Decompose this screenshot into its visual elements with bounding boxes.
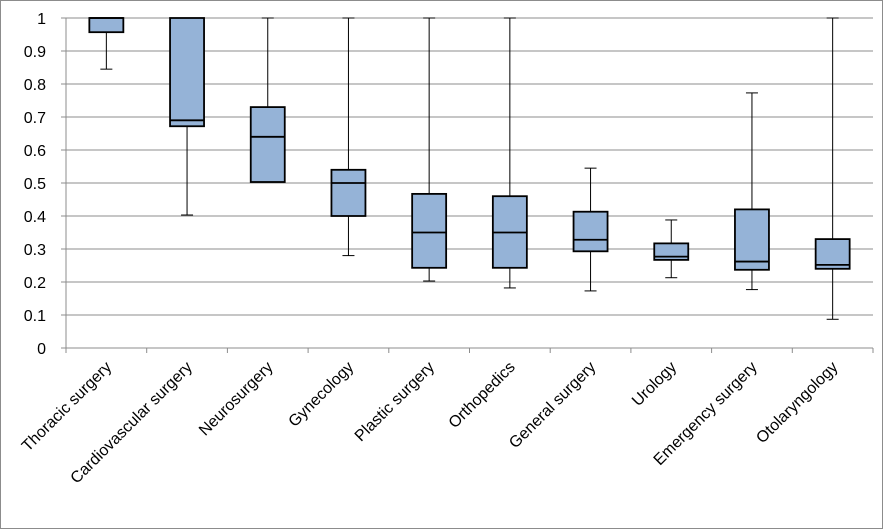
- y-axis-tick-labels: 0 0.1 0.2 0.3 0.4 0.5 0.6 0.7 0.8 0.9 1: [24, 11, 46, 358]
- x-category-label: General surgery: [506, 359, 599, 452]
- x-category-label: Otolaryngology: [753, 359, 841, 447]
- x-category-label: Neurosurgery: [196, 359, 277, 440]
- x-category-label: Gynecology: [286, 359, 358, 431]
- box-6: [491, 17, 528, 289]
- x-category-label: Urology: [629, 359, 680, 410]
- box-iqr: [169, 17, 205, 128]
- box-9: [734, 92, 770, 291]
- x-axis: [65, 18, 874, 353]
- box-10: [814, 17, 851, 320]
- x-category-label: Orthopedics: [446, 359, 519, 432]
- y-tick-label: 0.8: [24, 77, 46, 94]
- y-tick-label: 0.3: [24, 242, 46, 259]
- box-5: [411, 17, 448, 282]
- box-iqr: [330, 168, 367, 217]
- y-tick-label: 0.4: [24, 209, 46, 226]
- box-iqr: [249, 106, 286, 183]
- box-iqr: [814, 238, 851, 270]
- y-tick-label: 0.5: [24, 176, 46, 193]
- y-tick-label: 0.7: [24, 110, 46, 127]
- y-tick-label: 0.1: [24, 308, 46, 325]
- y-tick-label: 1: [37, 11, 46, 28]
- y-tick-label: 0.2: [24, 275, 46, 292]
- box-4: [330, 17, 367, 257]
- box-iqr: [734, 208, 770, 271]
- box-8: [653, 219, 690, 279]
- y-tick-label: 0.9: [24, 44, 46, 61]
- box-3: [249, 17, 286, 183]
- box-iqr: [572, 210, 609, 253]
- boxes: [88, 17, 851, 320]
- box-1: [88, 17, 125, 70]
- box-iqr: [88, 17, 125, 34]
- y-tick-label: 0.6: [24, 143, 46, 160]
- box-2: [169, 17, 205, 216]
- x-category-label: Plastic surgery: [352, 359, 438, 445]
- box-7: [572, 167, 609, 292]
- box-iqr: [411, 192, 448, 269]
- y-tick-label: 0: [37, 341, 46, 358]
